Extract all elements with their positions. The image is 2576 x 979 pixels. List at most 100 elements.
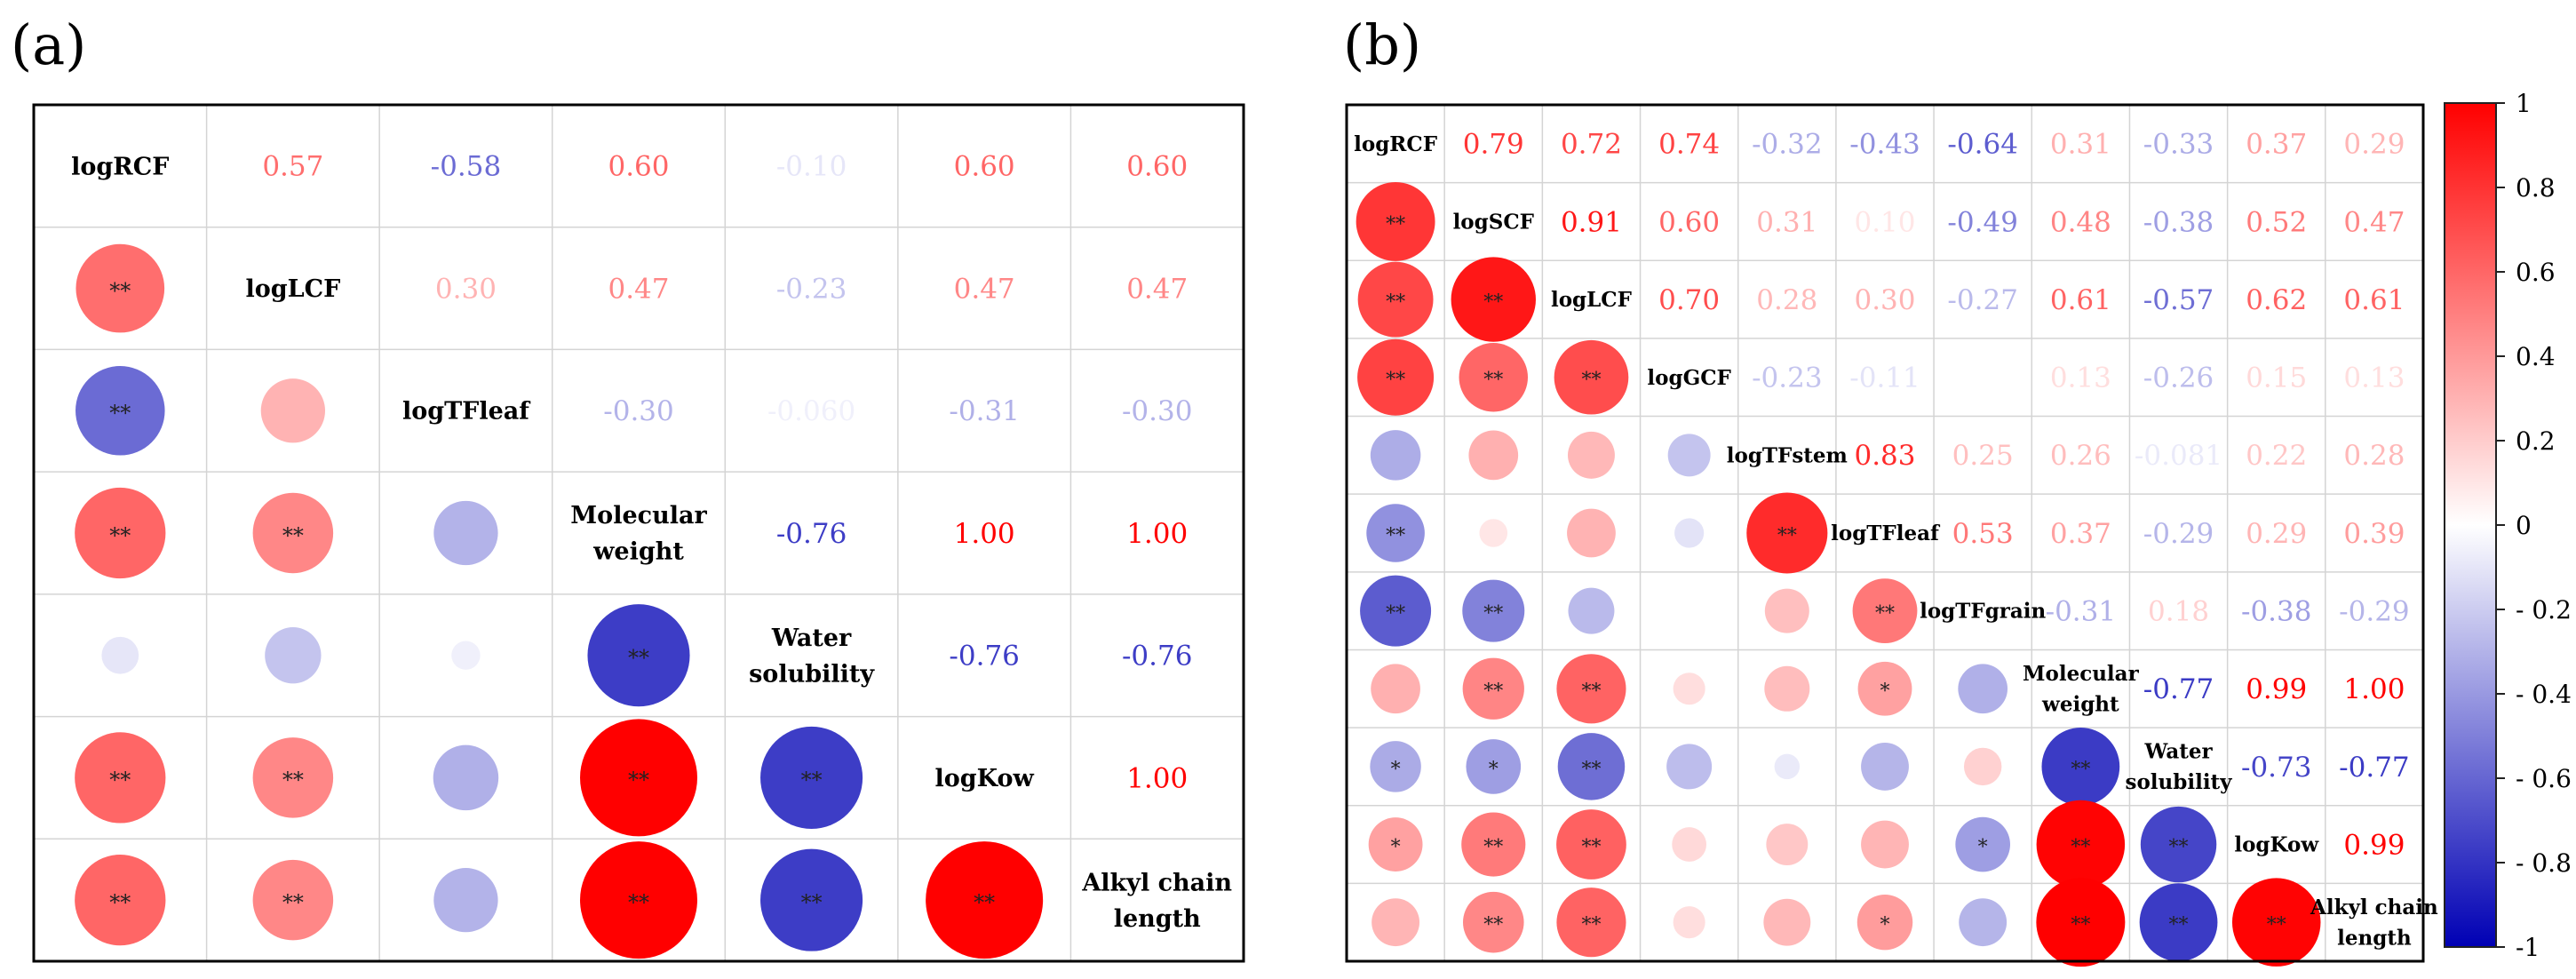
correlation-value: 0.47 xyxy=(2343,206,2405,238)
significance-marker: ** xyxy=(2169,836,2189,858)
variable-label: Alkyl chain xyxy=(1081,869,1232,896)
correlation-circle xyxy=(1667,434,1711,477)
correlation-value: 0.37 xyxy=(2246,129,2307,161)
correlation-circle xyxy=(1958,664,2008,714)
significance-marker: ** xyxy=(109,523,131,548)
matrix-frame xyxy=(1345,103,2425,963)
significance-marker: ** xyxy=(1483,603,1503,625)
correlation-value: 0.79 xyxy=(1463,129,1524,161)
correlation-circle xyxy=(1368,817,1423,872)
correlation-circle xyxy=(1479,519,1508,547)
significance-marker: ** xyxy=(1483,681,1503,703)
significance-marker: ** xyxy=(1581,914,1601,936)
variable-label: length xyxy=(2337,926,2412,950)
variable-label: logRCF xyxy=(1354,132,1438,156)
correlation-circle xyxy=(1763,898,1811,946)
correlation-circle xyxy=(1556,887,1626,958)
colorbar-tick-label: - 0.8 xyxy=(2516,848,2572,878)
variable-label: logLCF xyxy=(245,275,340,303)
correlation-circle xyxy=(926,841,1044,959)
variable-label: Water xyxy=(2143,740,2213,764)
correlation-value: -0.57 xyxy=(2143,284,2214,316)
variable-label: logTFleaf xyxy=(402,398,531,426)
correlation-circle xyxy=(1963,747,2002,786)
significance-marker: ** xyxy=(1777,525,1797,547)
correlation-circle xyxy=(1556,809,1626,880)
correlation-value: -0.29 xyxy=(2143,518,2214,550)
correlation-value: -0.23 xyxy=(1752,362,1823,394)
correlation-circle xyxy=(1360,575,1432,647)
correlation-value: 0.70 xyxy=(1658,284,1720,316)
significance-marker: ** xyxy=(109,278,131,303)
significance-marker: ** xyxy=(2169,914,2189,936)
correlation-circle xyxy=(75,487,166,579)
correlation-circle xyxy=(1673,673,1705,705)
correlation-value: -0.33 xyxy=(2143,129,2214,161)
variable-label: Molecular xyxy=(570,502,707,529)
correlation-value: 0.13 xyxy=(2343,362,2405,394)
correlation-value: 0.22 xyxy=(2246,440,2307,472)
colorbar-tick-label: - 0.2 xyxy=(2516,595,2572,625)
matrix-frame xyxy=(32,103,1245,963)
correlation-circle xyxy=(451,641,481,670)
significance-marker: ** xyxy=(2267,914,2286,936)
significance-marker: ** xyxy=(282,890,304,915)
significance-marker: * xyxy=(1880,914,1890,936)
variable-label: logSCF xyxy=(1453,211,1535,235)
correlation-circle xyxy=(2231,878,2321,967)
correlation-value: -0.11 xyxy=(1849,362,1920,394)
significance-marker: ** xyxy=(628,890,649,915)
correlation-value: 0.61 xyxy=(2050,284,2111,316)
significance-marker: ** xyxy=(109,768,131,792)
correlation-circle xyxy=(252,492,334,574)
correlation-value: 0.53 xyxy=(1952,518,2014,550)
correlation-value: 0.48 xyxy=(2050,206,2111,238)
correlation-value: 0.72 xyxy=(1561,129,1622,161)
correlation-circle xyxy=(1466,739,1522,794)
variable-label: logTFgrain xyxy=(1920,600,2046,624)
significance-marker: ** xyxy=(109,890,131,915)
correlation-value: -0.73 xyxy=(2241,752,2312,784)
variable-label: solubility xyxy=(2126,770,2233,794)
significance-marker: ** xyxy=(1386,525,1405,547)
colorbar-tick-label: -1 xyxy=(2516,933,2540,962)
correlation-circle xyxy=(1357,261,1434,338)
variable-label: logLCF xyxy=(1551,288,1633,312)
correlation-value: -0.31 xyxy=(2046,595,2117,627)
significance-marker: ** xyxy=(1581,759,1601,781)
significance-marker: ** xyxy=(2071,759,2090,781)
significance-marker: ** xyxy=(1386,291,1405,314)
correlation-value: 0.25 xyxy=(1952,440,2014,472)
correlation-circle xyxy=(1468,430,1519,481)
correlation-value: -0.77 xyxy=(2339,752,2410,784)
correlation-value: -0.30 xyxy=(1122,395,1193,427)
correlation-value: 0.31 xyxy=(1756,206,1817,238)
panel-b-label: (b) xyxy=(1343,12,1421,77)
correlation-circle xyxy=(1461,812,1526,877)
significance-marker: ** xyxy=(1581,370,1601,392)
variable-label: length xyxy=(1114,905,1201,933)
correlation-circle xyxy=(76,366,165,456)
significance-marker: ** xyxy=(282,768,304,792)
correlation-value: -0.10 xyxy=(776,151,847,183)
significance-marker: ** xyxy=(628,646,649,671)
significance-marker: ** xyxy=(1581,836,1601,858)
correlation-value: 1.00 xyxy=(2343,673,2405,705)
correlation-circle xyxy=(1356,182,1435,261)
correlation-value: 0.13 xyxy=(2050,362,2111,394)
variable-label: solubility xyxy=(749,660,875,688)
correlation-circle xyxy=(76,243,165,333)
correlation-circle xyxy=(2140,806,2217,883)
correlation-circle xyxy=(101,636,139,674)
panel-a-label: (a) xyxy=(11,12,86,77)
correlation-value: 0.30 xyxy=(1854,284,1915,316)
correlation-value: -0.38 xyxy=(2241,595,2312,627)
correlation-value: -0.64 xyxy=(1947,129,2018,161)
correlation-circle xyxy=(760,726,863,829)
significance-marker: * xyxy=(1880,681,1890,703)
significance-marker: ** xyxy=(1483,370,1503,392)
correlation-value: -0.29 xyxy=(2339,595,2410,627)
correlation-circle xyxy=(1370,430,1421,481)
colorbar-tick-label: - 0.4 xyxy=(2516,680,2572,709)
